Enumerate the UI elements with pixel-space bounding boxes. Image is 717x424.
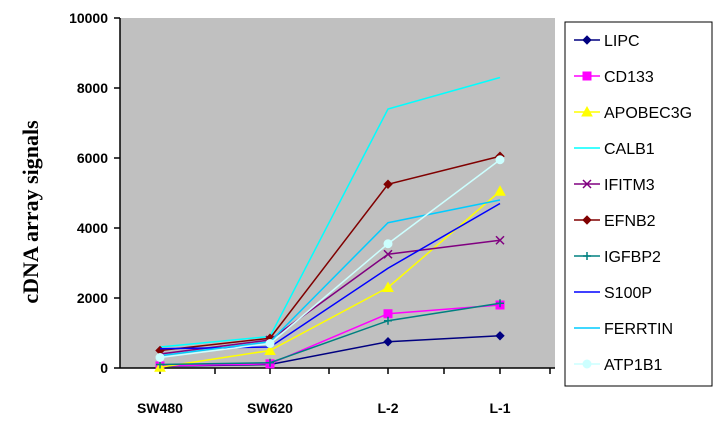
series-line-ifitm3 — [159, 239, 501, 355]
data-point — [582, 179, 592, 189]
y-axis-label: cDNA array signals — [18, 120, 43, 304]
plot-area — [120, 18, 555, 368]
data-point — [496, 299, 504, 308]
legend-label: EFNB2 — [604, 213, 656, 230]
series-line-atp1b1 — [159, 159, 501, 359]
legend-item: S100P — [574, 285, 652, 302]
legend-item: FERRTIN — [574, 321, 673, 338]
series-line-igfbp2 — [159, 302, 501, 366]
data-point — [581, 105, 593, 117]
data-point — [266, 358, 274, 367]
y-tick-label: 4000 — [77, 220, 108, 236]
legend-label: ATP1B1 — [604, 357, 663, 374]
y-tick-label: 8000 — [77, 80, 108, 96]
series-line-s100p — [159, 202, 501, 350]
series-line-efnb2 — [159, 155, 501, 352]
y-tick-label: 10000 — [69, 10, 108, 26]
x-tick-label: SW620 — [247, 400, 293, 416]
series-line-ferrtin — [159, 199, 501, 357]
legend-item: LIPC — [574, 33, 640, 50]
data-point — [495, 155, 505, 165]
data-point — [382, 281, 394, 292]
legend-item: APOBEC3G — [574, 105, 692, 122]
x-ticks: SW480 SW620 L-2 L-1 — [137, 368, 551, 416]
legend-label: CALB1 — [604, 141, 655, 158]
data-point — [383, 337, 393, 347]
data-point — [383, 239, 393, 249]
legend-label: S100P — [604, 285, 652, 302]
legend-label: FERRTIN — [604, 321, 673, 338]
legend-item: CD133 — [574, 69, 654, 86]
data-point — [582, 71, 592, 81]
y-tick-label: 6000 — [77, 150, 108, 166]
y-ticks: 0 2000 4000 6000 8000 10000 — [69, 10, 120, 376]
data-point — [582, 35, 592, 45]
series-line-apobec3g — [159, 190, 501, 369]
x-tick-label: SW480 — [137, 400, 183, 416]
data-point — [582, 359, 592, 369]
legend-label: IGFBP2 — [604, 249, 661, 266]
data-point — [494, 185, 506, 196]
series-group — [154, 76, 506, 372]
data-point — [265, 339, 275, 348]
x-tick-label: L-1 — [490, 400, 511, 416]
data-point — [384, 316, 392, 325]
data-point — [583, 252, 591, 260]
legend: LIPC CD133 APOBEC3G CALB1 IFITM3 EFNB2 IGFBP2 S… — [574, 33, 692, 374]
y-tick-label: 2000 — [77, 290, 108, 306]
data-point — [582, 215, 592, 225]
series-line-calb1 — [159, 76, 501, 348]
legend-item: CALB1 — [574, 141, 655, 158]
data-point — [264, 344, 276, 355]
legend-label: IFITM3 — [604, 177, 655, 194]
legend-label: APOBEC3G — [604, 105, 692, 122]
data-point — [383, 309, 393, 319]
legend-item: IGFBP2 — [574, 249, 661, 266]
legend-item: ATP1B1 — [574, 357, 663, 374]
data-point — [155, 353, 165, 362]
series-line-cd133 — [159, 304, 501, 367]
x-tick-label: L-2 — [378, 400, 399, 416]
legend-label: LIPC — [604, 33, 640, 50]
legend-label: CD133 — [604, 69, 654, 86]
data-point — [383, 179, 393, 189]
data-point — [495, 235, 505, 245]
legend-item: EFNB2 — [574, 213, 656, 230]
data-point — [495, 331, 505, 341]
legend-item: IFITM3 — [574, 177, 655, 194]
data-point — [383, 249, 393, 259]
legend-box — [564, 21, 713, 387]
y-tick-label: 0 — [100, 360, 108, 376]
